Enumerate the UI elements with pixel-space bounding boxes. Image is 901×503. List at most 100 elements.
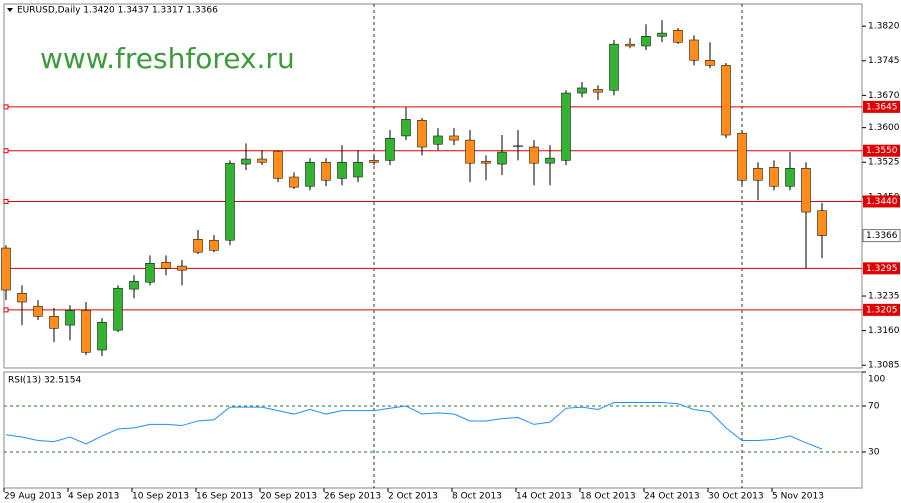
candle-body	[465, 139, 475, 164]
candle-body	[113, 287, 123, 331]
candle-body	[225, 162, 235, 241]
candle-body	[561, 92, 571, 161]
level-label: 1.3645	[866, 102, 898, 112]
level-marker	[3, 198, 9, 204]
candle-body	[753, 167, 763, 181]
candle-body	[817, 210, 827, 236]
candle-body	[353, 161, 363, 178]
x-tick-label: 5 Nov 2013	[772, 492, 824, 502]
candle-body	[81, 310, 91, 353]
candle-body	[177, 265, 187, 271]
candle-body	[321, 161, 331, 181]
candle-body	[657, 32, 667, 37]
candle-body	[785, 167, 795, 187]
candle-body	[385, 138, 395, 161]
candle-body	[433, 135, 443, 145]
rsi-title: RSI(13) 32.5154	[8, 376, 81, 386]
candle-body	[257, 158, 267, 163]
level-marker	[3, 307, 9, 313]
candle-body	[209, 239, 219, 251]
candle-body	[609, 43, 619, 91]
x-tick-label: 8 Oct 2013	[452, 492, 502, 502]
candle-body	[577, 87, 587, 94]
level-marker	[3, 148, 9, 154]
x-tick-label: 26 Sep 2013	[324, 492, 381, 502]
candle-body	[145, 263, 155, 283]
candle-body	[769, 167, 779, 187]
candle-body	[193, 239, 203, 253]
last-price-box	[862, 229, 901, 243]
candle-body	[49, 316, 59, 329]
candle-body	[161, 262, 171, 269]
candle-body	[289, 176, 299, 188]
candle-body	[97, 322, 107, 351]
x-tick-label: 20 Sep 2013	[260, 492, 317, 502]
x-tick-label: 14 Oct 2013	[516, 492, 572, 502]
y-tick-label: 1.3600	[868, 123, 900, 133]
level-label: 1.3295	[866, 264, 898, 274]
candle-body	[641, 36, 651, 47]
rsi-line	[5, 402, 823, 450]
x-tick-label: 30 Oct 2013	[708, 492, 764, 502]
candle-body	[401, 119, 411, 137]
candle-body	[497, 151, 507, 165]
candle-body	[33, 305, 43, 317]
candle-body	[801, 167, 811, 213]
level-label-box	[863, 100, 900, 113]
x-tick-label: 10 Sep 2013	[132, 492, 189, 502]
level-label-box	[863, 262, 900, 275]
candle-body	[449, 135, 459, 141]
y-tick-label: 1.3820	[868, 22, 900, 32]
level-label: 1.3440	[866, 197, 898, 207]
candle-body	[1, 247, 11, 291]
level-label: 1.3205	[866, 305, 898, 315]
candle-body	[417, 120, 427, 148]
candle-body	[481, 161, 491, 164]
chart-title: EURUSD,Daily 1.3420 1.3437 1.3317 1.3366	[17, 6, 218, 16]
level-label: 1.3550	[866, 146, 898, 156]
candle-body	[241, 158, 251, 165]
candle-body	[129, 281, 139, 290]
x-tick-label: 29 Aug 2013	[4, 492, 62, 502]
candle-body	[593, 89, 603, 93]
candle-body	[337, 161, 347, 179]
level-label-box	[863, 195, 900, 208]
menu-arrow	[7, 8, 13, 12]
y-tick-label: 1.3160	[868, 326, 900, 336]
candle-body	[705, 60, 715, 66]
level-label-box	[863, 144, 900, 157]
candle-body	[529, 146, 539, 164]
candle-body	[689, 39, 699, 61]
candle-body	[369, 160, 379, 163]
x-tick-label: 16 Sep 2013	[196, 492, 253, 502]
y-tick-label: 70	[868, 402, 880, 412]
y-tick-label: 1.3745	[868, 56, 900, 66]
candle-body	[625, 43, 635, 47]
x-tick-label: 24 Oct 2013	[644, 492, 700, 502]
y-tick-label: 1.3085	[868, 361, 900, 371]
candle-body	[721, 65, 731, 136]
level-marker	[3, 104, 9, 110]
y-tick-label: 1.3525	[868, 158, 900, 168]
candle-body	[17, 293, 27, 303]
watermark: www.freshforex.ru	[40, 42, 295, 75]
y-tick-label: 1.3235	[868, 292, 900, 302]
main-panel	[3, 3, 863, 369]
level-label-box	[863, 303, 900, 316]
y-tick-label: 1.3670	[868, 91, 900, 101]
rsi-panel	[3, 371, 863, 489]
candle-body	[273, 150, 283, 179]
x-tick-label: 2 Oct 2013	[388, 492, 438, 502]
candle-body	[65, 310, 75, 326]
candle-body	[545, 157, 555, 164]
candle-body	[305, 161, 315, 187]
y-tick-label: 100	[868, 375, 885, 385]
candle-body	[737, 132, 747, 181]
x-tick-label: 4 Sep 2013	[68, 492, 119, 502]
y-tick-label: 30	[868, 448, 880, 458]
x-tick-label: 18 Oct 2013	[580, 492, 636, 502]
candle-body	[673, 30, 683, 43]
last-price-label: 1.3366	[866, 231, 898, 241]
